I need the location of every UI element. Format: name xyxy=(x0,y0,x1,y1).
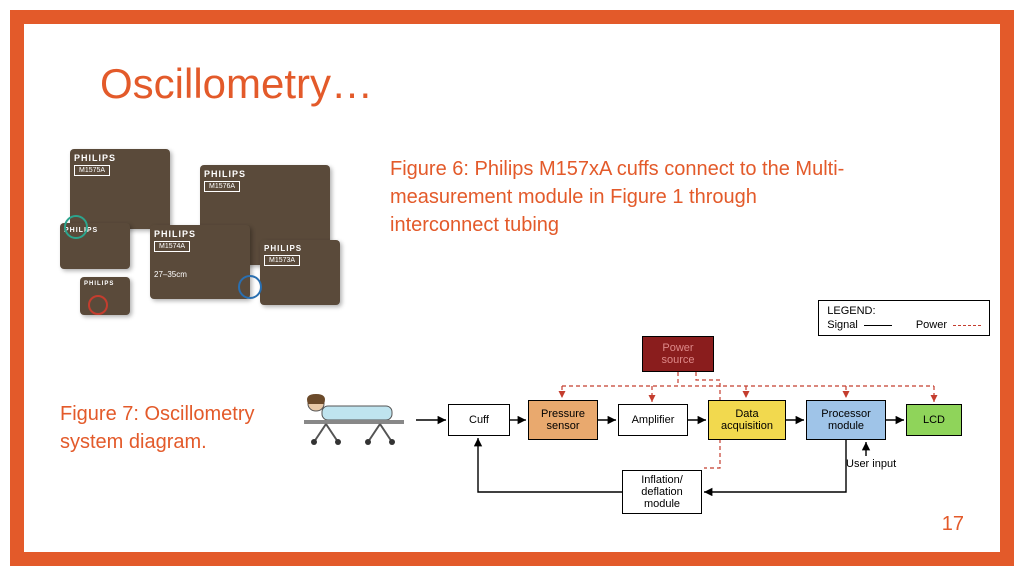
legend-power-label: Power xyxy=(916,319,947,331)
page-title: Oscillometry… xyxy=(100,60,373,108)
diagram-node-lcd: LCD xyxy=(906,404,962,436)
brand-label: PHILIPS xyxy=(264,244,336,253)
tubing-icon xyxy=(64,215,88,239)
user-input-label: User input xyxy=(846,458,896,470)
oscillometry-system-diagram: LEGEND: Signal Power User input xyxy=(290,300,1010,530)
diagram-node-infl: Inflation/ deflation module xyxy=(622,470,702,514)
cuff-model: M1576A xyxy=(204,181,240,192)
brand-label: PHILIPS xyxy=(84,281,126,287)
brand-label: PHILIPS xyxy=(204,169,326,179)
figure-7-caption: Figure 7: Oscillometry system diagram. xyxy=(60,400,280,456)
brand-label: PHILIPS xyxy=(74,153,166,163)
diagram-node-amp: Amplifier xyxy=(618,404,688,436)
diagram-node-proc: Processor module xyxy=(806,400,886,440)
cuff-model: M1574A xyxy=(154,241,190,252)
legend-signal-label: Signal xyxy=(827,319,858,331)
diagram-legend: LEGEND: Signal Power xyxy=(818,300,990,336)
cuff-size: 27–35cm xyxy=(154,270,246,279)
cuff-model: M1573A xyxy=(264,255,300,266)
diagram-node-daq: Data acquisition xyxy=(708,400,786,440)
legend-power-line xyxy=(953,325,981,326)
legend-title: LEGEND: xyxy=(827,305,981,317)
legend-signal-line xyxy=(864,325,892,326)
diagram-node-pressure: Pressure sensor xyxy=(528,400,598,440)
diagram-node-cuff: Cuff xyxy=(448,404,510,436)
patient-icon xyxy=(296,386,416,446)
figure-6-caption: Figure 6: Philips M157xA cuffs connect t… xyxy=(390,155,860,239)
diagram-node-power: Power source xyxy=(642,336,714,372)
tubing-icon xyxy=(88,295,108,315)
tubing-icon xyxy=(238,275,262,299)
cuffs-product-photo: PHILIPS M1575A PHILIPS M1576A PHILIPS PH… xyxy=(60,145,360,325)
brand-label: PHILIPS xyxy=(154,229,246,239)
cuff-model: M1575A xyxy=(74,165,110,176)
